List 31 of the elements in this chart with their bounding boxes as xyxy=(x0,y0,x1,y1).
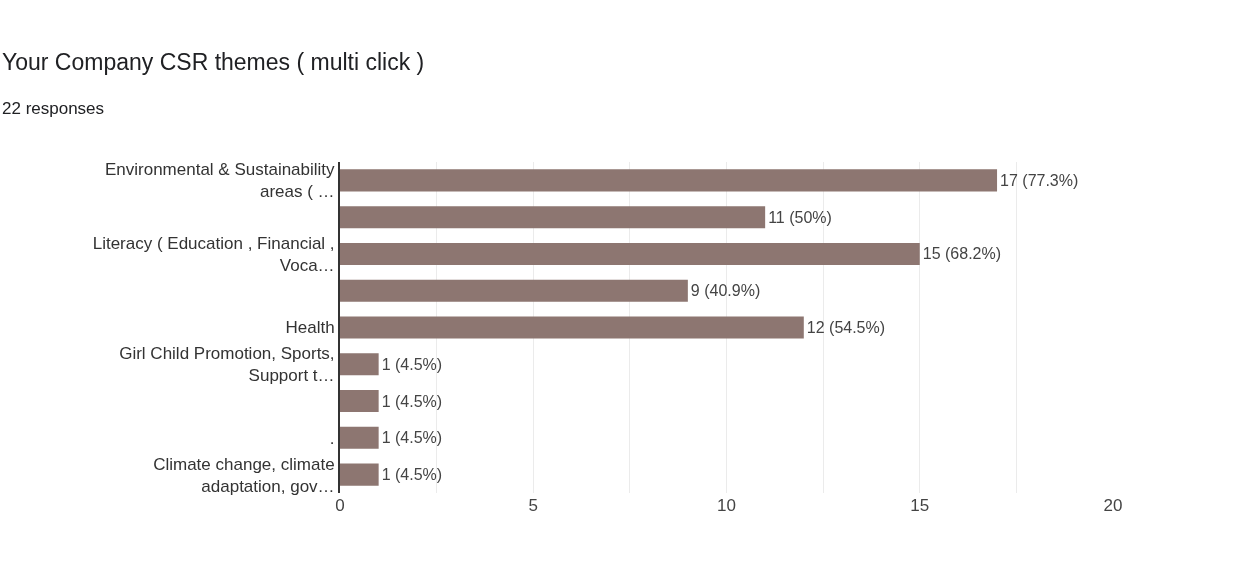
data-label: 1 (4.5%) xyxy=(381,355,443,373)
bar xyxy=(340,242,920,265)
bar xyxy=(340,169,998,192)
data-label: 12 (54.5%) xyxy=(806,319,886,336)
bar xyxy=(340,206,766,229)
data-label: 1 (4.5%) xyxy=(381,392,443,410)
text: 22 responses xyxy=(2,99,105,118)
data-label: 15 (68.2%) xyxy=(922,245,1002,263)
bar xyxy=(340,279,688,302)
bar xyxy=(340,463,379,486)
x-tick-label: 15 xyxy=(910,496,930,515)
x-tick-label: 0 xyxy=(335,496,345,515)
data-label: 1 (4.5%) xyxy=(381,429,443,447)
data-label: 9 (40.9%) xyxy=(690,282,761,300)
x-tick-label: 10 xyxy=(717,496,736,515)
data-label: 11 (50%) xyxy=(768,208,832,226)
y-tick-label: Climate change, climate adaptation, gov… xyxy=(153,454,335,496)
y-tick-label: Health xyxy=(285,318,335,338)
x-tick-label: 20 xyxy=(1103,496,1123,515)
bar xyxy=(340,390,379,413)
data-label: 17 (77.3%) xyxy=(1000,171,1079,189)
bar xyxy=(340,316,804,339)
bar xyxy=(340,353,379,376)
chart-title: Your Company CSR themes ( multi click ) xyxy=(2,49,425,75)
y-tick-label: . xyxy=(329,428,335,448)
y-tick-label: Literacy ( Education , Financial , Voca… xyxy=(92,233,335,275)
y-tick-label: Environmental & Sustainability areas ( … xyxy=(104,160,336,202)
y-tick-label: Girl Child Promotion, Sports, Support t… xyxy=(119,344,335,386)
bar xyxy=(340,426,379,449)
x-tick-label: 5 xyxy=(528,496,538,515)
data-label: 1 (4.5%) xyxy=(381,466,443,484)
